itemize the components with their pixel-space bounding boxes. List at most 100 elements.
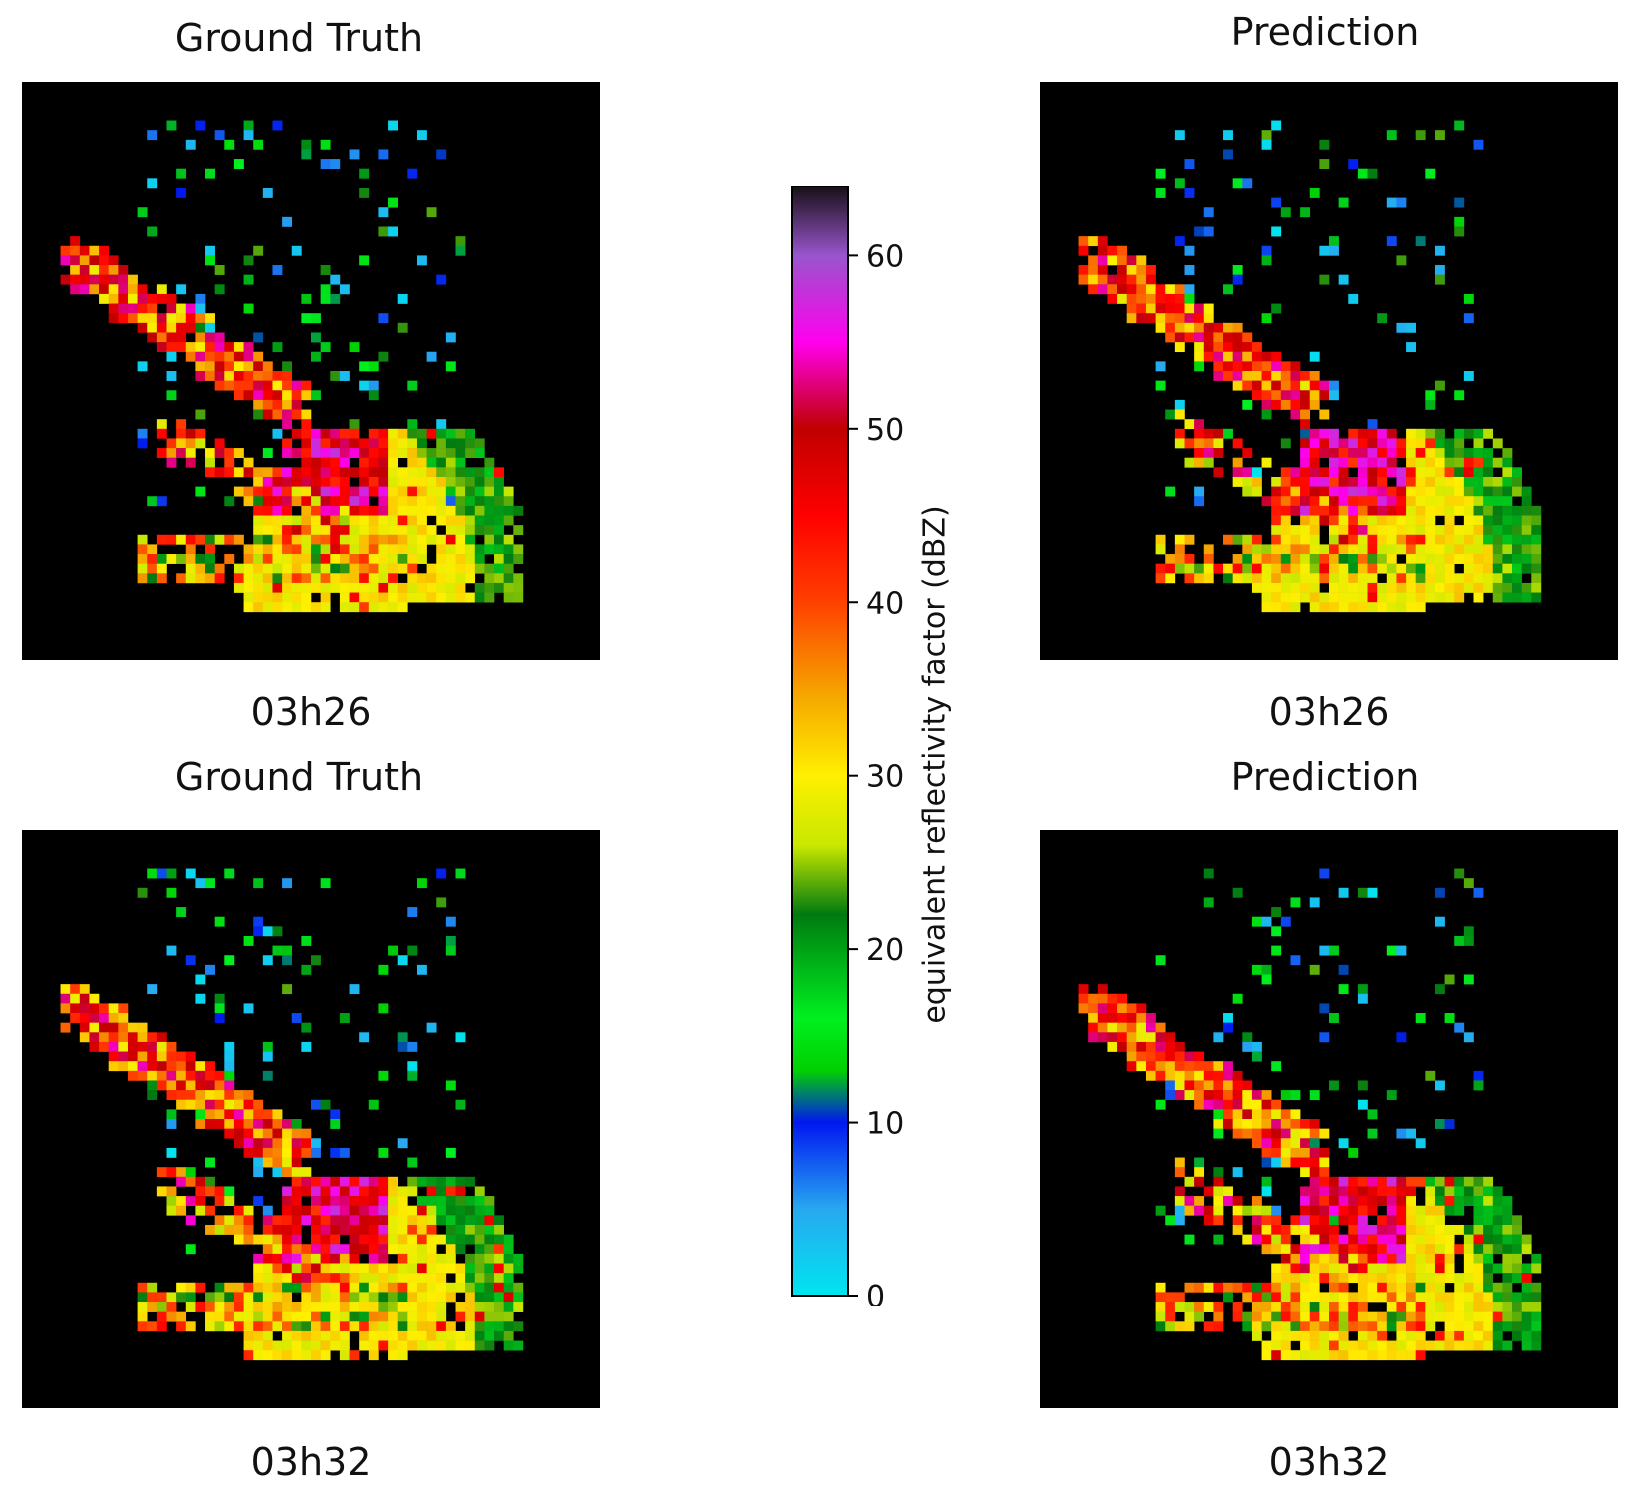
radar-cell [233, 467, 244, 478]
radar-cell [339, 1321, 350, 1332]
radar-cell [1338, 438, 1349, 449]
radar-cell [1512, 505, 1522, 516]
radar-cell [1415, 1302, 1426, 1312]
radar-cell [349, 1282, 360, 1293]
radar-cell [1463, 1196, 1474, 1206]
radar-cell [416, 1273, 427, 1284]
radar-cell [166, 313, 177, 324]
radar-cell [503, 1234, 514, 1245]
radar-cell [359, 573, 370, 584]
radar-cell [1107, 993, 1118, 1004]
radar-cell [1261, 916, 1272, 927]
radar-cell [339, 1253, 350, 1264]
radar-cell [1396, 1273, 1407, 1284]
radar-cell [1261, 1099, 1272, 1110]
radar-cell [1251, 361, 1262, 372]
radar-cell [1319, 563, 1330, 574]
radar-cell [99, 1013, 109, 1023]
radar-cell [1425, 582, 1436, 593]
radar-cell [407, 1176, 418, 1187]
radar-cell [1213, 1205, 1224, 1216]
radar-cell [195, 303, 206, 314]
radar-cell [359, 1032, 370, 1043]
radar-cell [1348, 592, 1359, 603]
radar-cell [1502, 573, 1513, 584]
radar-cell [282, 945, 293, 956]
radar-cell [1502, 457, 1513, 468]
radar-cell [1454, 438, 1465, 449]
radar-cell [474, 1263, 485, 1274]
radar-cell [1396, 1186, 1407, 1197]
radar-cell [156, 1041, 167, 1052]
radar-cell [301, 1311, 312, 1322]
radar-cell [1521, 525, 1532, 536]
radar-cell [205, 964, 215, 975]
radar-cell [233, 573, 244, 584]
radar-cell [416, 582, 427, 593]
radar-cell [205, 1176, 215, 1187]
radar-cell [108, 1051, 119, 1062]
radar-cell [1145, 274, 1156, 285]
radar-cell [455, 476, 466, 487]
radar-cell [416, 1282, 427, 1293]
radar-cell [1232, 265, 1243, 275]
radar-cell [1242, 332, 1253, 343]
radar-cell [1290, 1244, 1301, 1255]
radar-cell [407, 1282, 418, 1293]
radar-cell [1261, 1311, 1272, 1322]
radar-cell [311, 1330, 321, 1341]
radar-cell [1078, 245, 1089, 256]
radar-cell [1406, 1273, 1416, 1284]
radar-cell [1454, 216, 1465, 227]
radar-cell [1165, 284, 1176, 295]
radar-cell [1483, 563, 1494, 574]
radar-cell [282, 984, 293, 995]
radar-cell [1194, 1157, 1205, 1168]
radar-cell [195, 1109, 206, 1120]
radar-cell [205, 1090, 215, 1101]
radar-cell [1126, 293, 1137, 304]
radar-cell [1290, 486, 1301, 497]
radar-cell [1454, 868, 1465, 879]
radar-cell [1329, 448, 1339, 458]
radar-cell [494, 573, 504, 584]
radar-cell [436, 1196, 447, 1206]
radar-cell [1223, 1186, 1233, 1197]
radar-cell [1512, 563, 1522, 574]
radar-cell [1338, 197, 1349, 208]
radar-cell [1165, 293, 1176, 304]
radar-cell [397, 592, 408, 603]
radar-cell [1261, 1321, 1272, 1332]
radar-cell [99, 245, 109, 256]
radar-cell [1492, 496, 1503, 507]
radar-cell [359, 1292, 370, 1303]
radar-cell [1415, 1292, 1426, 1303]
radar-cell [1463, 1292, 1474, 1303]
radar-cell [1309, 467, 1320, 478]
radar-cell [272, 409, 283, 420]
radar-cell [1492, 1196, 1503, 1206]
radar-cell [1261, 1234, 1272, 1245]
radar-cell [1232, 1070, 1243, 1081]
radar-cell [262, 1292, 273, 1303]
radar-cell [1280, 1350, 1291, 1361]
radar-cell [185, 303, 196, 314]
radar-cell [1425, 1215, 1436, 1226]
radar-cell [1088, 1003, 1099, 1014]
radar-cell [301, 409, 312, 420]
radar-cell [1434, 984, 1445, 995]
radar-cell [311, 1340, 321, 1351]
radar-cell [1184, 563, 1195, 574]
radar-cell [1155, 187, 1166, 198]
radar-cell [397, 602, 408, 613]
radar-cell [388, 505, 398, 516]
radar-cell [166, 1041, 177, 1052]
radar-cell [1377, 428, 1388, 439]
radar-cell [465, 1196, 476, 1206]
radar-cell [1251, 1311, 1262, 1322]
radar-cell [1290, 1253, 1301, 1264]
radar-cell [1290, 563, 1301, 574]
radar-cell [1174, 178, 1185, 189]
radar-cell [233, 361, 244, 372]
radar-cell [89, 284, 100, 295]
